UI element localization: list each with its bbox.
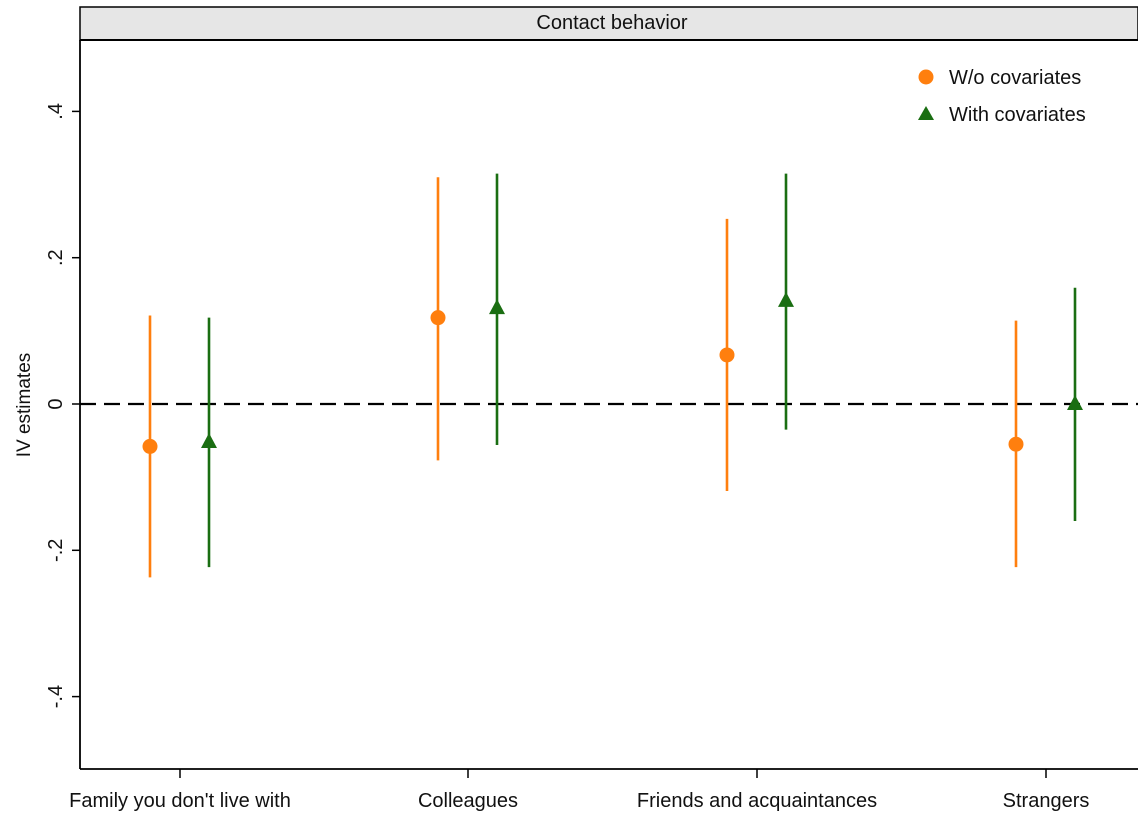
panel-title: Contact behavior [536, 12, 688, 34]
x-ticks: Family you don't live with Colleagues Frie… [69, 769, 1089, 812]
series-layer [142, 173, 1083, 578]
point-marker [1067, 395, 1083, 410]
point-marker [1008, 436, 1024, 452]
x-tick-label: Colleagues [418, 790, 518, 812]
y-tick-label: 0 [45, 398, 67, 409]
y-tick-label: -.2 [45, 539, 67, 562]
point-marker [489, 299, 505, 315]
legend-label-wo-covariates: W/o covariates [949, 67, 1081, 89]
x-tick-label: Strangers [1003, 790, 1090, 812]
panel-header-box [79, 6, 1138, 41]
legend-marker-with-covariates [918, 106, 934, 120]
legend: W/o covariates With covariates [918, 67, 1086, 126]
x-tick-label: Family you don't live with [69, 790, 291, 812]
x-tick-label: Friends and acquaintances [637, 790, 877, 812]
point-marker [719, 347, 735, 363]
y-tick-label: .4 [45, 103, 67, 120]
point-marker [778, 291, 794, 307]
point-marker [430, 310, 446, 326]
y-axis-title: IV estimates [14, 353, 35, 458]
legend-marker-wo-covariates [918, 69, 934, 85]
point-marker [201, 433, 217, 449]
y-ticks: -.4 -.2 0 .2 .4 [45, 103, 80, 708]
legend-label-with-covariates: With covariates [949, 104, 1086, 126]
y-tick-label: -.4 [45, 685, 67, 708]
point-marker [142, 438, 158, 454]
y-tick-label: .2 [45, 249, 67, 266]
